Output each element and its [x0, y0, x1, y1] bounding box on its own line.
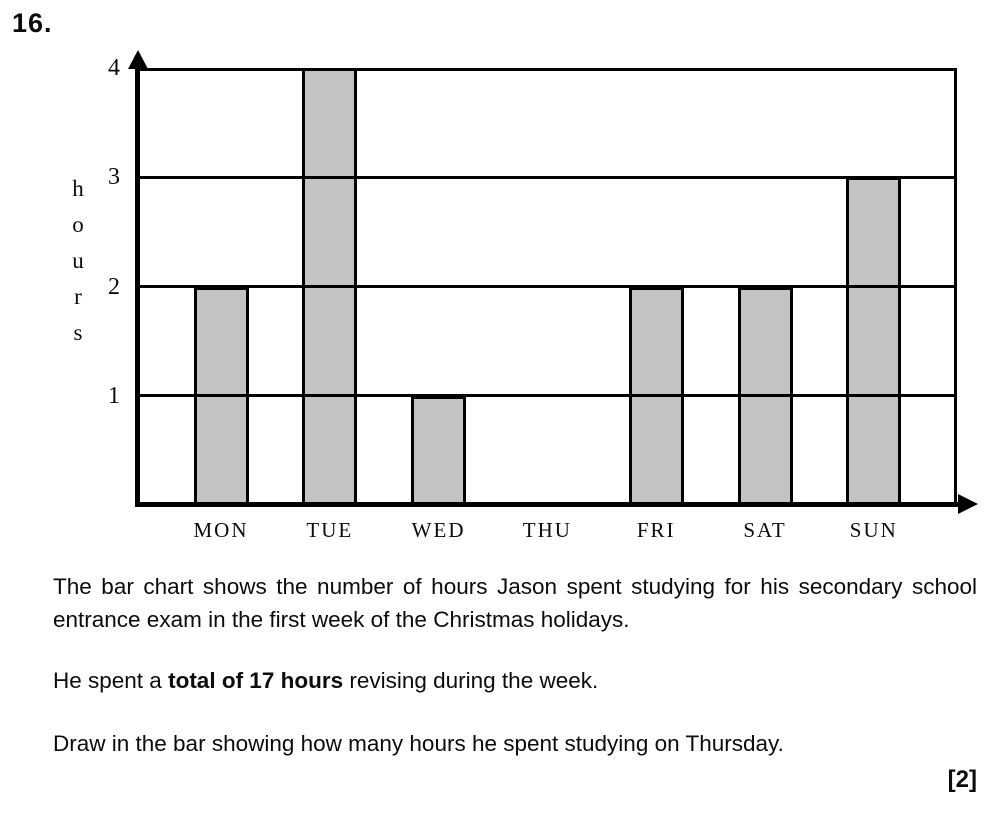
y-axis	[135, 64, 140, 507]
y-axis-arrowhead-icon	[128, 50, 148, 69]
y-tick-label-4: 4	[108, 55, 120, 81]
y-tick-label-3: 3	[108, 164, 120, 191]
x-axis-label-sat: SAT	[743, 518, 787, 542]
total-hours-suffix: revising during the week.	[343, 668, 599, 693]
plot-area[interactable]	[138, 68, 957, 505]
total-hours-paragraph: He spent a total of 17 hours revising du…	[53, 664, 977, 697]
x-axis-label-tue: TUE	[306, 518, 354, 542]
y-axis-title-char: o	[72, 212, 84, 237]
bar-wed	[411, 395, 467, 505]
gridline-3	[138, 175, 957, 179]
gridline-2	[138, 285, 957, 288]
marks-badge: [2]	[947, 766, 977, 793]
x-axis-arrowhead-icon	[958, 494, 978, 514]
y-axis-title-char: s	[73, 320, 83, 345]
question-number: 16.	[12, 8, 53, 38]
x-axis	[135, 502, 962, 507]
total-hours-bold: total of 17 hours	[168, 668, 344, 693]
gridline-4	[138, 68, 957, 71]
x-axis-label-sun: SUN	[849, 518, 898, 542]
plot-right-border	[954, 68, 957, 505]
gridline-1	[138, 394, 957, 398]
x-axis-label-thu: THU	[522, 518, 572, 542]
y-axis-title-char: h	[72, 176, 84, 201]
y-tick-label-2: 2	[108, 273, 120, 300]
y-axis-title-char: r	[74, 284, 82, 309]
x-axis-label-wed: WED	[411, 518, 466, 542]
instruction-paragraph: Draw in the bar showing how many hours h…	[53, 731, 784, 756]
y-tick-label-1: 1	[108, 382, 120, 409]
x-axis-label-mon: MON	[193, 518, 249, 542]
total-hours-prefix: He spent a	[53, 668, 169, 693]
intro-paragraph: The bar chart shows the number of hours …	[53, 574, 977, 632]
x-axis-label-fri: FRI	[636, 518, 676, 542]
bar-sun	[846, 177, 902, 505]
y-axis-title-char: u	[72, 248, 84, 273]
